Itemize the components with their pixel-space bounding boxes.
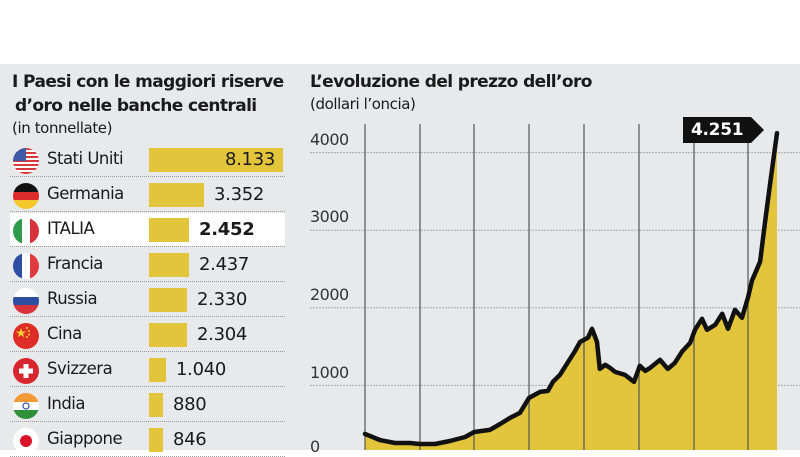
reserves-title: I Paesi con le maggiori riserve <box>12 72 284 92</box>
row-divider <box>10 351 285 352</box>
france-flag-icon <box>13 253 39 279</box>
usa-flag-icon <box>13 148 39 174</box>
country-name: Russia <box>47 289 98 308</box>
reserve-value: 2.452 <box>199 219 255 240</box>
row-divider <box>10 246 285 247</box>
row-divider <box>10 421 285 422</box>
india-flag-icon <box>13 393 39 419</box>
row-divider <box>10 211 285 212</box>
reserve-value: 2.437 <box>199 254 250 275</box>
reserve-value: 880 <box>173 394 207 415</box>
reserve-row-cina: Cina 2.304 <box>10 318 285 352</box>
reserve-bar <box>149 148 283 172</box>
reserve-row-svizzera: Svizzera 1.040 <box>10 353 285 387</box>
country-name: India <box>47 394 86 413</box>
russia-flag-icon <box>13 288 39 314</box>
row-divider <box>10 386 285 387</box>
reserves-subtitle: (in tonnellate) <box>12 119 113 137</box>
reserve-value: 846 <box>173 429 207 450</box>
country-name: ITALIA <box>47 219 95 238</box>
reserve-bar <box>149 253 189 277</box>
reserve-bar <box>149 358 166 382</box>
row-divider <box>10 176 285 177</box>
reserve-row-italia: ITALIA 2.452 <box>10 213 285 247</box>
italy-flag-icon <box>13 218 39 244</box>
reserve-bar <box>149 428 163 452</box>
reserve-bar <box>149 218 189 242</box>
y-tick-3000: 3000 <box>310 207 349 226</box>
price-chart-subtitle: (dollari l’oncia) <box>310 95 416 113</box>
reserve-value: 8.133 <box>224 149 275 170</box>
country-name: Giappone <box>47 429 123 448</box>
reserve-row-francia: Francia 2.437 <box>10 248 285 282</box>
reserve-row-stati-uniti: Stati Uniti 8.133 <box>10 143 285 177</box>
reserve-row-india: India 880 <box>10 388 285 422</box>
reserve-value: 2.330 <box>197 289 248 310</box>
y-tick-0: 0 <box>310 437 320 456</box>
reserve-value: 1.040 <box>176 359 227 380</box>
vertical-gridlines <box>364 124 749 450</box>
reserve-bar <box>149 323 187 347</box>
country-name: Cina <box>47 324 82 343</box>
price-chart-title: L’evoluzione del prezzo dell’oro <box>310 72 592 92</box>
reserves-title-line2: d’oro nelle banche centrali <box>15 96 257 116</box>
reserve-bar <box>149 183 204 207</box>
country-name: Francia <box>47 254 103 273</box>
row-divider <box>10 281 285 282</box>
country-name: Svizzera <box>47 359 113 378</box>
y-tick-1000: 1000 <box>310 363 349 382</box>
reserve-row-russia: Russia 2.330 <box>10 283 285 317</box>
reserve-value: 3.352 <box>214 184 265 205</box>
country-name: Stati Uniti <box>47 149 124 168</box>
reserve-value: 2.304 <box>197 324 248 345</box>
reserve-row-germania: Germania 3.352 <box>10 178 285 212</box>
price-line <box>362 130 780 447</box>
reserve-bar <box>149 393 163 417</box>
country-name: Germania <box>47 184 124 203</box>
y-tick-4000: 4000 <box>310 130 349 149</box>
reserve-bar <box>149 288 187 312</box>
china-flag-icon <box>13 323 39 349</box>
y-tick-2000: 2000 <box>310 285 349 304</box>
latest-price-callout: 4.251 <box>683 117 765 143</box>
switzerland-flag-icon <box>13 358 39 384</box>
price-area-fill <box>365 133 777 450</box>
row-divider <box>10 316 285 317</box>
germany-flag-icon <box>13 183 39 209</box>
